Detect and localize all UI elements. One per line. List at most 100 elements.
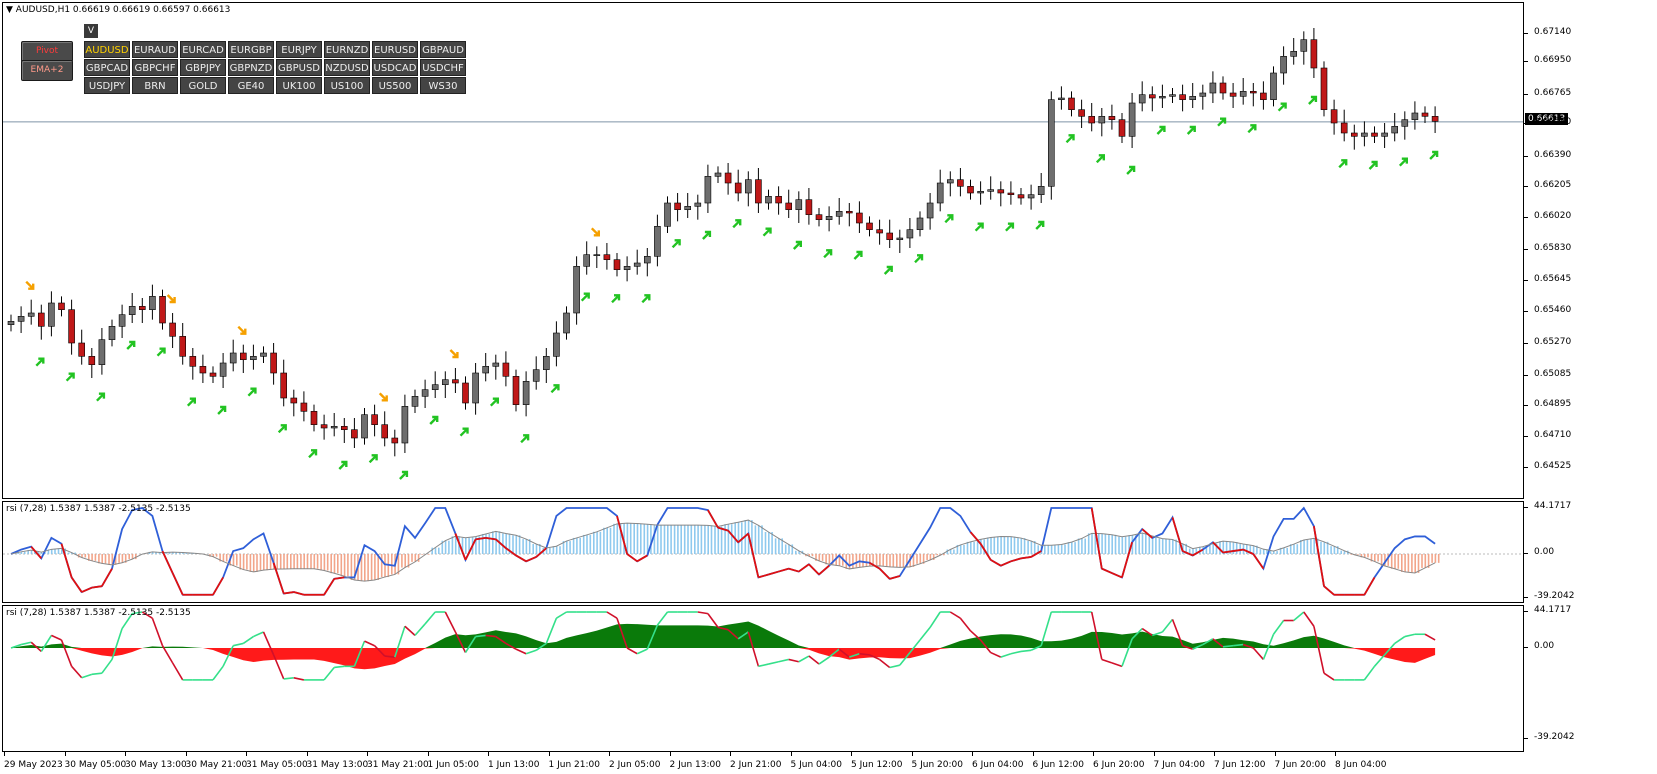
symbol-button-audusd[interactable]: AUDUSD [84, 41, 130, 58]
rsi1-down-segment [616, 515, 628, 555]
rsi2-axis[interactable]: 44.1717 0.00 -39.2042 [1524, 605, 1657, 752]
symbol-button-gbpaud[interactable]: GBPAUD [420, 41, 466, 58]
symbol-button-ge40[interactable]: GE40 [228, 77, 274, 94]
rsi2-line-segment [424, 611, 436, 625]
price-label: 0.65085 [1534, 369, 1572, 379]
pivot-button[interactable]: Pivot [21, 41, 73, 62]
rsi1-down-segment [1212, 541, 1224, 554]
bullish-candle [108, 326, 116, 340]
bearish-candle [391, 437, 399, 444]
rsi-pane-2[interactable]: rsi (7,28) 1.5387 1.5387 -2.5135 -2.5135 [2, 605, 1524, 752]
rsi2-positive-area [11, 621, 1436, 648]
price-axis[interactable]: 0.67140 0.66950 0.66765 0.66580 0.66390 0.662… [1524, 2, 1657, 499]
bullish-candle [1270, 72, 1277, 100]
rsi1-down-segment [818, 565, 830, 576]
buy-arrow-path [1398, 157, 1409, 167]
price-label: 0.66020 [1534, 211, 1572, 221]
time-tick [427, 752, 429, 756]
symbol-button-euraud[interactable]: EURAUD [132, 41, 178, 58]
symbol-button-gbpnzd[interactable]: GBPNZD [228, 59, 274, 76]
symbol-button-gbpusd[interactable]: GBPUSD [276, 59, 322, 76]
candlestick-chart[interactable] [3, 3, 1524, 499]
rsi2-line-segment [990, 651, 1002, 658]
buy-arrow-icon [186, 397, 197, 407]
rsi2-line-segment [545, 617, 558, 644]
symbol-button-gold[interactable]: GOLD [180, 77, 226, 94]
rsi2-chart[interactable] [3, 606, 1524, 752]
buy-arrow-icon [156, 347, 166, 357]
rsi1-down-segment [1111, 572, 1123, 579]
time-label: 29 May 2023 [4, 760, 63, 770]
time-axis[interactable]: 29 May 2023 30 May 05:00 30 May 13:00 30 Ma… [0, 752, 1524, 774]
symbol-button-ws30[interactable]: WS30 [420, 77, 466, 94]
symbol-button-usdjpy[interactable]: USDJPY [84, 77, 130, 94]
rsi2-line-segment [132, 611, 143, 615]
rsi2-line-segment [788, 658, 799, 663]
rsi2-line-segment [535, 642, 547, 651]
time-label: 1 Jun 21:00 [548, 760, 600, 770]
bullish-candle [1239, 91, 1247, 97]
rsi1-down-segment [293, 591, 305, 596]
symbol-button-usdcad[interactable]: USDCAD [372, 59, 418, 76]
rsi2-line-segment [525, 649, 537, 655]
buy-arrow-path [792, 240, 802, 250]
rsi1-down-segment [475, 537, 486, 541]
rsi1-down-segment [1090, 507, 1103, 569]
symbol-button-us100[interactable]: US100 [324, 77, 370, 94]
rsi2-line-segment [334, 665, 345, 669]
buy-arrow-icon [1156, 125, 1166, 135]
sell-arrow-path [25, 280, 35, 290]
price-tick [1524, 375, 1528, 376]
bullish-candle [795, 199, 803, 210]
symbol-button-gbpjpy[interactable]: GBPJPY [180, 59, 226, 76]
buy-arrow-icon [1095, 154, 1106, 164]
bullish-candle [401, 406, 409, 444]
buy-arrow-path [762, 227, 772, 237]
v-button[interactable]: V [84, 24, 98, 38]
time-tick [1335, 752, 1336, 756]
rsi2-line-segment [1131, 627, 1143, 640]
rsi1-down-segment [788, 567, 800, 573]
bullish-candle [1361, 132, 1368, 137]
symbol-button-us500[interactable]: US500 [372, 77, 418, 94]
rsi1-down-segment [1232, 548, 1244, 552]
buy-arrow-path [1368, 160, 1378, 170]
sell-arrow-path [166, 294, 176, 304]
ema-button[interactable]: EMA+2 [21, 60, 73, 81]
time-tick [609, 752, 610, 756]
symbol-button-nzdusd[interactable]: NZDUSD [324, 59, 370, 76]
collapse-triangle-icon[interactable]: ▼ [6, 5, 13, 15]
bearish-candle [300, 402, 308, 412]
rsi-pane-1[interactable]: rsi (7,28) 1.5387 1.5387 -2.5135 -2.5135 [2, 501, 1524, 603]
price-tick [1524, 186, 1528, 187]
buy-arrow-icon [1005, 222, 1015, 232]
buy-arrow-path [914, 254, 924, 264]
symbol-button-uk100[interactable]: UK100 [276, 77, 322, 94]
symbol-button-eurjpy[interactable]: EURJPY [276, 41, 322, 58]
bullish-candle [27, 312, 35, 317]
symbol-button-eurusd[interactable]: EURUSD [372, 41, 418, 58]
rsi1-axis[interactable]: 44.1717 0.00 -39.2042 [1524, 501, 1657, 603]
symbol-button-eurnzd[interactable]: EURNZD [324, 41, 370, 58]
bullish-candle [48, 302, 55, 327]
rsi2-line-segment [889, 664, 900, 669]
buy-arrow-icon [732, 219, 742, 229]
rsi1-down-segment [747, 533, 760, 578]
symbol-button-eurgbp[interactable]: EURGBP [228, 41, 274, 58]
buy-arrow-icon [338, 460, 348, 470]
symbol-button-usdchf[interactable]: USDCHF [420, 59, 466, 76]
symbol-button-eurcad[interactable]: EURCAD [180, 41, 226, 58]
time-tick [1274, 752, 1276, 756]
time-tick [246, 752, 247, 756]
symbol-button-gbpcad[interactable]: GBPCAD [84, 59, 130, 76]
bearish-candle [199, 366, 207, 374]
symbol-button-brn[interactable]: BRN [132, 77, 178, 94]
rsi2-line-segment [323, 666, 335, 681]
rsi1-chart[interactable] [3, 502, 1524, 603]
bullish-candle [472, 372, 479, 404]
rsi1-down-segment [717, 526, 729, 532]
symbol-button-gbpchf[interactable]: GBPCHF [132, 59, 178, 76]
rsi2-line-segment [646, 624, 659, 650]
bullish-candle [765, 196, 772, 204]
time-label: 30 May 21:00 [185, 760, 248, 770]
